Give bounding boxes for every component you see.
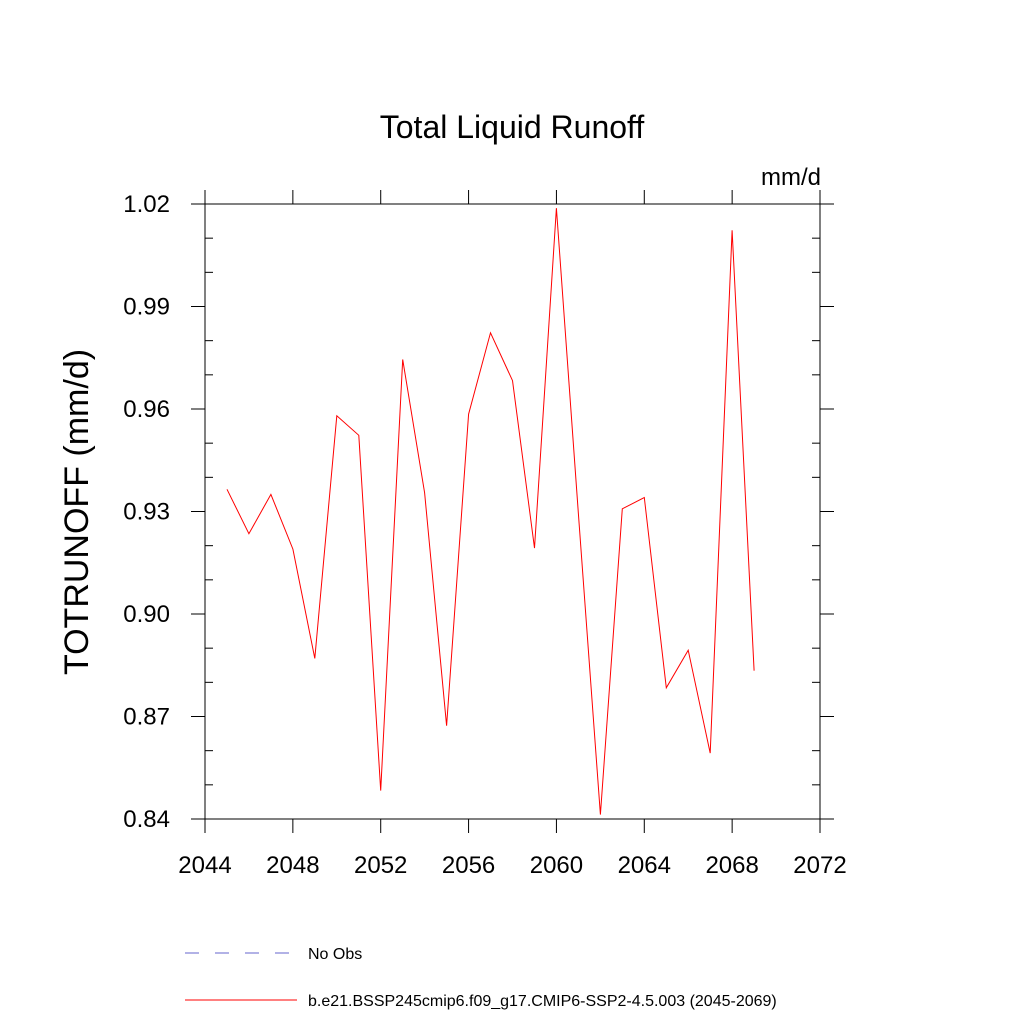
legend-label-no-obs: No Obs — [308, 946, 362, 963]
y-tick-label: 0.99 — [123, 294, 170, 321]
y-axis-label: TOTRUNOFF (mm/d) — [58, 349, 96, 675]
series-line — [226, 208, 755, 815]
y-tick-label: 0.87 — [123, 704, 170, 731]
legend: No Obs b.e21.BSSP245cmip6.f09_g17.CMIP6-… — [185, 946, 777, 1010]
legend-label-model-run: b.e21.BSSP245cmip6.f09_g17.CMIP6-SSP2-4.… — [308, 993, 777, 1010]
x-tick-labels: 2044 2048 2052 2056 2060 2064 2068 2072 — [178, 852, 846, 879]
y-tick-label: 0.84 — [123, 806, 170, 833]
plot-frame — [204, 203, 821, 820]
x-tick-label: 2064 — [618, 852, 671, 879]
x-tick-label: 2052 — [354, 852, 407, 879]
x-tick-label: 2044 — [178, 852, 231, 879]
y-tick-labels: 0.84 0.87 0.90 0.93 0.96 0.99 1.02 — [123, 191, 170, 833]
x-tick-label: 2060 — [530, 852, 583, 879]
units-label: mm/d — [761, 164, 821, 191]
x-tick-label: 2072 — [793, 852, 846, 879]
y-tick-label: 0.96 — [123, 396, 170, 423]
y-tick-label: 0.93 — [123, 499, 170, 526]
x-tick-label: 2068 — [705, 852, 758, 879]
x-tick-label: 2048 — [266, 852, 319, 879]
x-tick-label: 2056 — [442, 852, 495, 879]
chart-title: Total Liquid Runoff — [380, 109, 645, 145]
y-tick-label: 0.90 — [123, 601, 170, 628]
axis-ticks — [191, 190, 834, 833]
y-tick-label: 1.02 — [123, 191, 170, 218]
series-layer — [226, 208, 755, 815]
